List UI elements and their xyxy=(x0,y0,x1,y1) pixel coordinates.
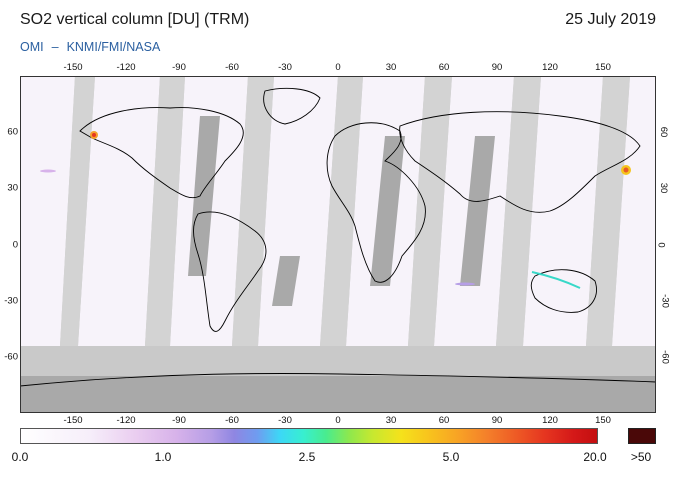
antarctica-shade xyxy=(20,376,656,413)
colorbar-label: 20.0 xyxy=(583,450,607,464)
date-label: 25 July 2019 xyxy=(565,11,656,28)
colorbar-label: 5.0 xyxy=(442,450,460,464)
left-lat-tick: 60 xyxy=(7,126,18,138)
top-lon-tick: 90 xyxy=(491,62,503,73)
right-lat-tick: -30 xyxy=(659,293,671,308)
asia-outline xyxy=(399,111,641,213)
colorbar-label: 2.5 xyxy=(298,450,316,464)
credit-agencies: KNMI/FMI/NASA xyxy=(66,40,161,54)
top-lon-tick: 30 xyxy=(385,62,397,73)
so2-map[interactable] xyxy=(20,76,656,413)
top-lon-tick: -30 xyxy=(278,62,292,73)
dark-orbit-gaps xyxy=(188,116,495,306)
right-lat-tick: -60 xyxy=(659,349,671,364)
top-lon-tick: 120 xyxy=(542,62,558,73)
bottom-lon-tick: -90 xyxy=(172,415,186,426)
top-lon-tick: -150 xyxy=(63,62,83,73)
credit-instrument: OMI xyxy=(20,40,44,54)
bottom-lon-tick: 150 xyxy=(595,415,611,426)
australia-outline xyxy=(530,269,597,313)
bottom-lon-tick: -30 xyxy=(278,415,292,426)
credit-line: OMI – KNMI/FMI/NASA xyxy=(20,40,160,54)
so2-features xyxy=(40,131,631,289)
left-lat-tick: 0 xyxy=(12,238,18,250)
orbit-swaths xyxy=(20,76,656,346)
north-america-outline xyxy=(79,107,244,199)
bottom-lon-tick: -150 xyxy=(63,415,83,426)
top-lon-tick: -60 xyxy=(225,62,239,73)
bottom-lon-tick: -120 xyxy=(116,415,136,426)
right-lat-tick: 60 xyxy=(658,126,670,138)
left-lat-tick: -30 xyxy=(4,294,18,306)
greenland-outline xyxy=(263,87,321,125)
left-lat-tick: -60 xyxy=(4,351,18,363)
bottom-lon-tick: 120 xyxy=(542,415,558,426)
colorbar xyxy=(20,428,598,444)
australia-streak xyxy=(531,271,581,289)
page-title: SO2 vertical column [DU] (TRM) xyxy=(20,11,250,28)
top-lon-tick: -120 xyxy=(116,62,136,73)
credit-separator: – xyxy=(51,40,59,54)
coastlines xyxy=(20,87,656,387)
top-lon-tick: 150 xyxy=(595,62,611,73)
colorbar-label: 0.0 xyxy=(11,450,29,464)
bottom-lon-tick: -60 xyxy=(225,415,239,426)
bottom-lon-tick: 30 xyxy=(385,415,397,426)
bottom-lon-tick: 90 xyxy=(491,415,503,426)
colorbar-label: 1.0 xyxy=(154,450,172,464)
top-lon-tick: 60 xyxy=(438,62,450,73)
colorbar-label: >50 xyxy=(630,450,652,464)
antarctica-outline xyxy=(20,373,656,387)
top-lon-tick: 0 xyxy=(335,62,341,73)
colorbar-overflow-swatch xyxy=(628,428,656,444)
top-lon-tick: -90 xyxy=(172,62,186,73)
right-lat-tick: 0 xyxy=(655,241,667,248)
bottom-lon-tick: 0 xyxy=(335,415,341,426)
right-lat-tick: 30 xyxy=(658,183,670,194)
south-america-outline xyxy=(193,211,267,332)
map-frame xyxy=(20,76,656,413)
left-lat-tick: 30 xyxy=(7,182,18,194)
bottom-lon-tick: 60 xyxy=(438,415,450,426)
